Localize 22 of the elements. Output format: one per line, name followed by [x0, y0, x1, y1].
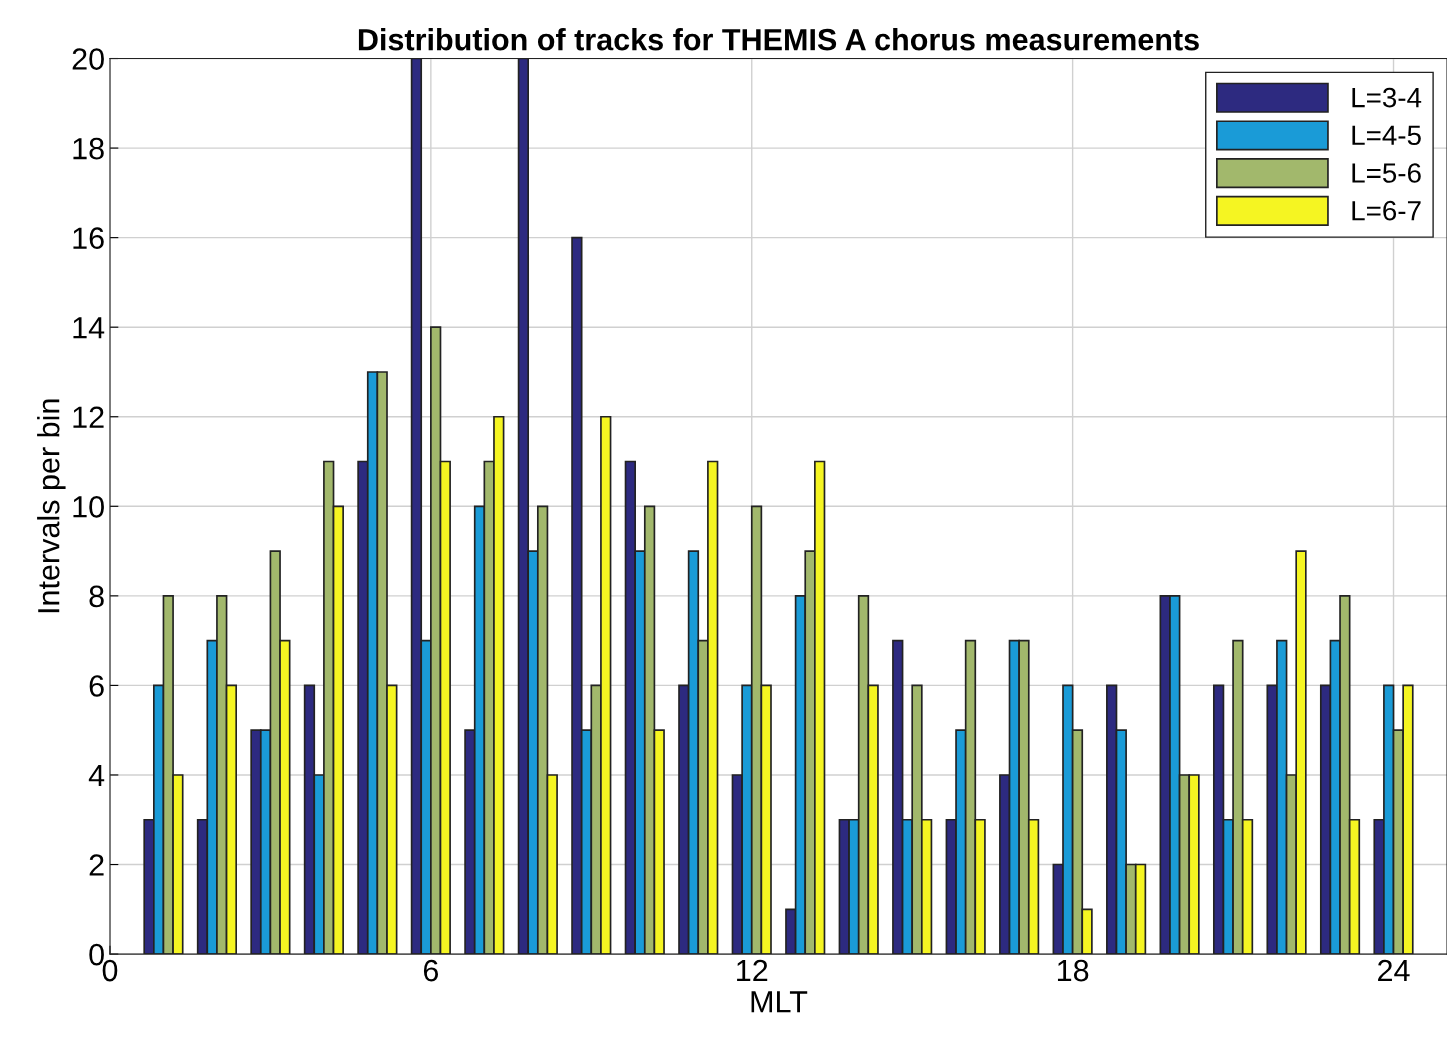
y-tick-label: 12 [73, 406, 104, 428]
chart-title: Distribution of tracks for THEMIS A chorus measurements [358, 28, 1199, 51]
y-tick-label: 0 [89, 943, 104, 966]
x-tick-label: 6 [423, 959, 439, 982]
y-tick-label: 10 [73, 496, 104, 518]
y-tick-label: 14 [73, 317, 105, 339]
x-axis-title: MLT [751, 991, 808, 1013]
x-tick-label: 18 [1057, 959, 1089, 982]
y-tick-label: 8 [89, 585, 104, 608]
y-tick-label: 16 [73, 227, 104, 250]
y-tick-label: 6 [89, 675, 104, 697]
y-tick-label: 4 [88, 765, 105, 787]
x-tick-label: 12 [737, 959, 768, 982]
y-tick-label: 18 [73, 137, 104, 160]
legend-label: L=4-5 [1352, 125, 1421, 146]
legend-label: L=3-4 [1352, 87, 1422, 108]
legend-label: L=5-6 [1352, 163, 1421, 183]
y-tick-label: 2 [89, 854, 104, 876]
y-axis-title: Intervals per bin [37, 399, 66, 613]
x-tick-label: 24 [1378, 959, 1410, 982]
legend-label: L=6-7 [1352, 200, 1421, 221]
y-tick-label: 20 [72, 48, 104, 70]
